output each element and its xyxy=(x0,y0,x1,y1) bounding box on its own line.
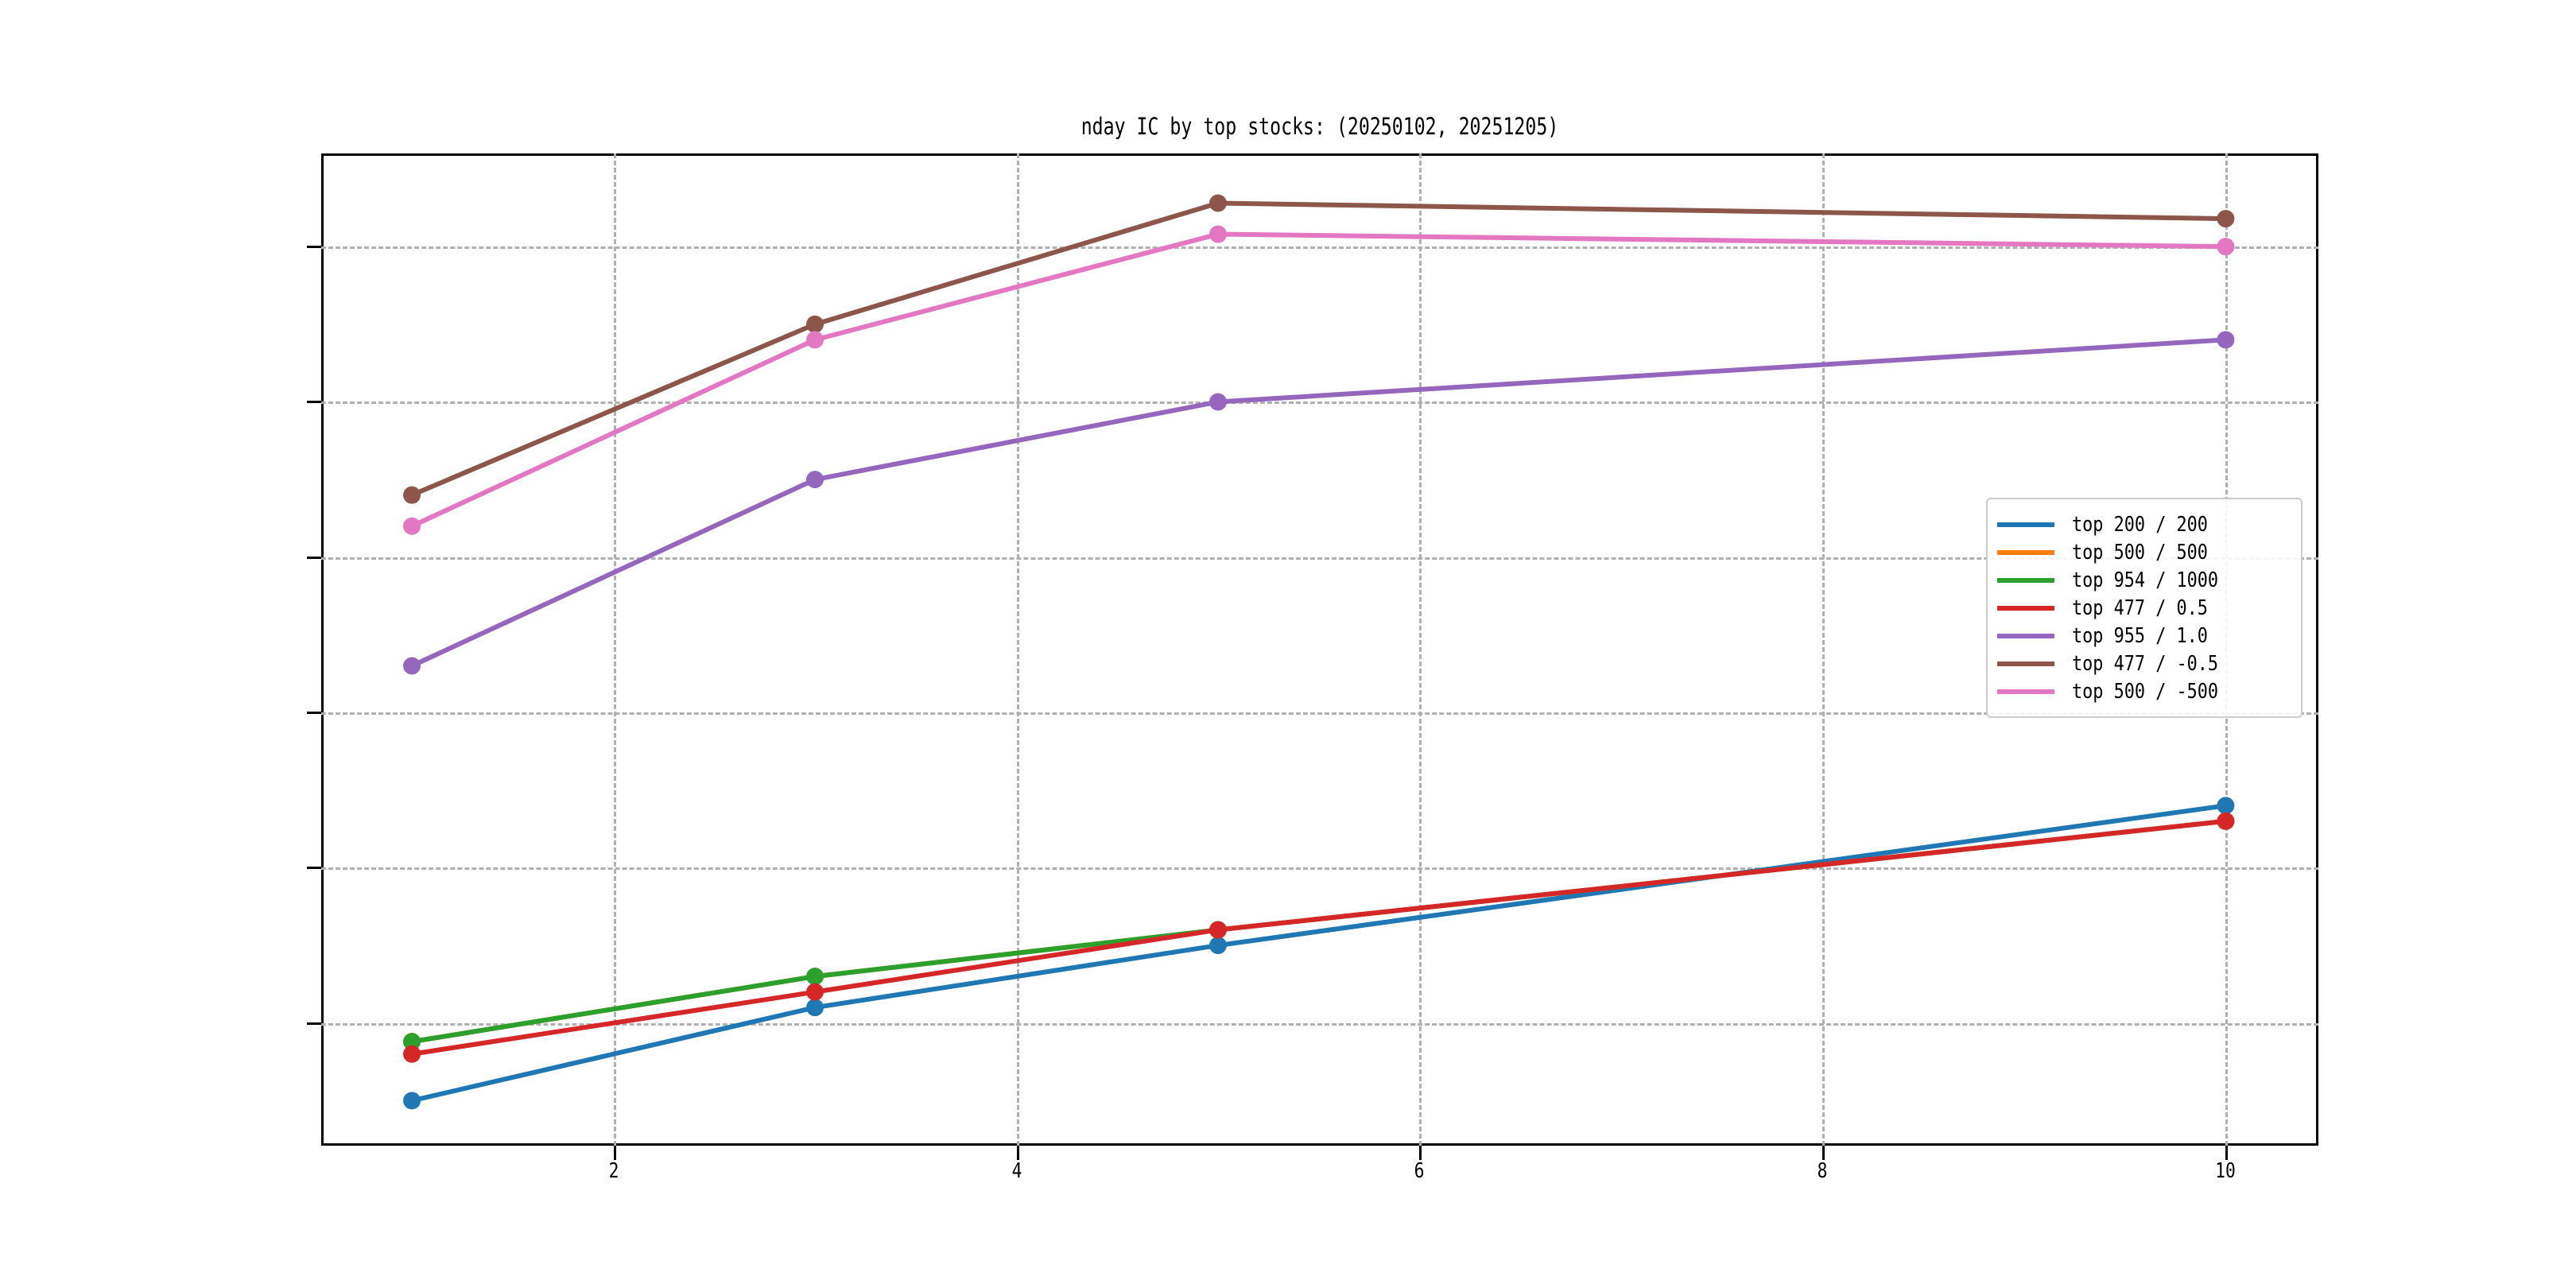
legend-color-swatch xyxy=(1997,549,2054,555)
legend-item-label: top 954 / 1000 xyxy=(2072,568,2219,592)
chart-title: nday IC by top stocks: (20250102, 202512… xyxy=(1080,113,1559,140)
legend-item[interactable]: top 500 / -500 xyxy=(1997,677,2290,705)
y-tick-mark xyxy=(307,867,321,870)
legend-color-swatch xyxy=(1997,633,2054,638)
x-tick-mark xyxy=(1419,1146,1422,1160)
x-tick-label: 10 xyxy=(2215,1159,2237,1183)
legend-item[interactable]: top 500 / 500 xyxy=(1997,538,2290,566)
y-tick-mark xyxy=(307,1022,321,1025)
legend-item-label: top 500 / -500 xyxy=(2072,679,2219,704)
x-tick-label: 2 xyxy=(608,1159,619,1183)
legend-item[interactable]: top 477 / 0.5 xyxy=(1997,594,2290,622)
legend-item-label: top 477 / -0.5 xyxy=(2072,651,2219,676)
legend-color-swatch xyxy=(1997,689,2054,694)
legend-item-label: top 955 / 1.0 xyxy=(2072,623,2208,648)
legend-item[interactable]: top 477 / -0.5 xyxy=(1997,650,2290,677)
chart-legend[interactable]: top 200 / 200 top 500 / 500 top 954 / 1000… xyxy=(1986,498,2302,718)
legend-color-swatch xyxy=(1997,661,2054,666)
legend-color-swatch xyxy=(1997,577,2054,583)
x-tick-mark xyxy=(1016,1146,1019,1160)
x-tick-label: 4 xyxy=(1011,1159,1022,1183)
legend-color-swatch xyxy=(1997,522,2054,527)
legend-item-label: top 500 / 500 xyxy=(2072,540,2208,564)
y-tick-mark xyxy=(307,246,321,249)
legend-color-swatch xyxy=(1997,605,2054,611)
legend-item-label: top 200 / 200 xyxy=(2072,512,2208,537)
y-tick-mark xyxy=(307,401,321,404)
legend-item-label: top 477 / 0.5 xyxy=(2072,596,2208,620)
legend-item[interactable]: top 954 / 1000 xyxy=(1997,566,2290,594)
x-tick-label: 8 xyxy=(1818,1159,1828,1183)
x-tick-mark xyxy=(2225,1146,2229,1160)
legend-item[interactable]: top 955 / 1.0 xyxy=(1997,622,2290,650)
y-tick-mark xyxy=(307,556,321,559)
y-tick-mark xyxy=(307,712,321,715)
legend-item[interactable]: top 200 / 200 xyxy=(1997,510,2290,538)
x-tick-mark xyxy=(613,1146,616,1160)
x-tick-label: 6 xyxy=(1414,1159,1425,1183)
x-tick-mark xyxy=(1822,1146,1825,1160)
